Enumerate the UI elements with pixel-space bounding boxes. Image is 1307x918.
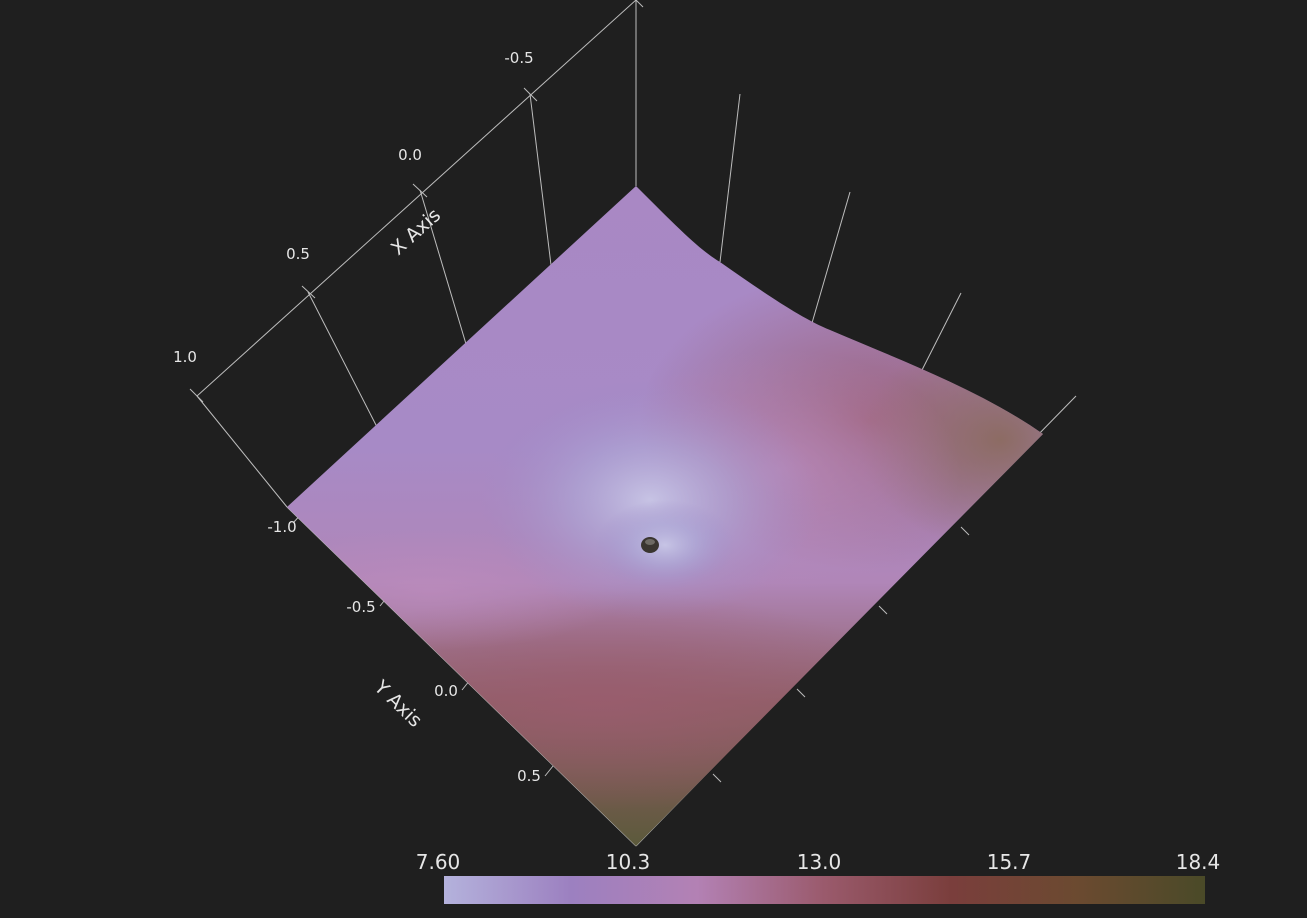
surface-mesh[interactable]: [230, 180, 1140, 850]
y-tick-label: -1.0: [267, 518, 296, 536]
colorbar-tick-label: 15.7: [987, 850, 1032, 874]
colorbar: 7.60 10.3 13.0 15.7 18.4: [416, 850, 1221, 904]
y-tick-label: -0.5: [346, 598, 375, 616]
x-tick-label: 0.0: [398, 146, 422, 164]
colorbar-tick-label: 13.0: [797, 850, 842, 874]
colorbar-tick-label: 18.4: [1176, 850, 1221, 874]
colorbar-tick-label: 10.3: [606, 850, 651, 874]
x-tick-label: -0.5: [504, 49, 533, 67]
x-axis-title: X Axis: [387, 204, 445, 259]
colorbar-gradient: [444, 876, 1205, 904]
x-tick-label: 0.5: [286, 245, 310, 263]
colorbar-tick-label: 7.60: [416, 850, 461, 874]
y-tick-label: 0.5: [517, 767, 541, 785]
y-tick-label: 0.0: [434, 682, 458, 700]
y-axis-title: Y Axis: [369, 676, 426, 732]
x-axis-tick-labels: 1.0 0.5 0.0 -0.5: [173, 49, 534, 366]
y-axis-tick-labels: -1.0 -0.5 0.0 0.5: [267, 518, 541, 785]
x-tick-label: 1.0: [173, 348, 197, 366]
